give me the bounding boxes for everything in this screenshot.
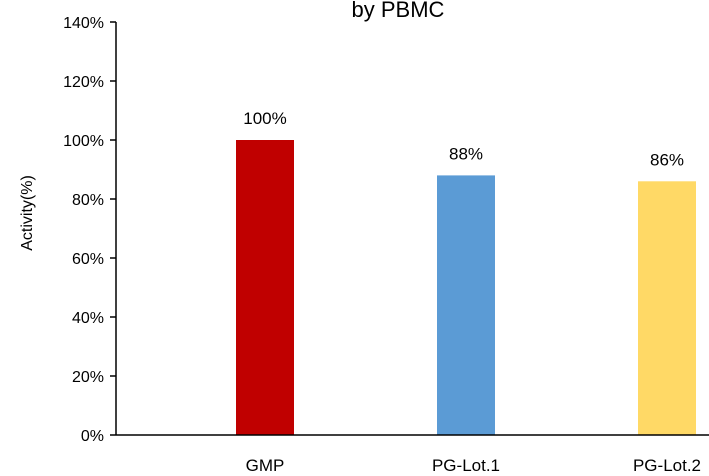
y-tick-label: 40% [72, 310, 104, 327]
y-tick-label: 120% [63, 74, 104, 91]
y-axis-ticks: 0% 20% 40% 60% 80% 100% 120% 140% [63, 15, 116, 445]
y-tick-label: 80% [72, 192, 104, 209]
y-tick-label: 60% [72, 251, 104, 268]
y-tick-label: 100% [63, 133, 104, 150]
y-axis-label: Activity(%) [19, 175, 36, 251]
y-tick-label: 0% [81, 428, 104, 445]
data-label: 88% [449, 144, 483, 163]
data-label: 100% [243, 109, 286, 128]
y-tick-label: 20% [72, 369, 104, 386]
data-labels: 100% 88% 86% [243, 109, 684, 169]
bars [236, 140, 696, 435]
bar-pg-lot-1 [437, 175, 495, 435]
x-axis-labels: GMP PG-Lot.1 PG-Lot.2 [246, 456, 701, 475]
y-tick-label: 140% [63, 15, 104, 32]
bar-gmp [236, 140, 294, 435]
x-tick-label: PG-Lot.1 [432, 456, 500, 475]
x-tick-label: PG-Lot.2 [633, 456, 701, 475]
x-tick-label: GMP [246, 456, 285, 475]
bar-pg-lot-2 [638, 181, 696, 435]
data-label: 86% [650, 150, 684, 169]
chart-title: by PBMC [352, 0, 445, 22]
